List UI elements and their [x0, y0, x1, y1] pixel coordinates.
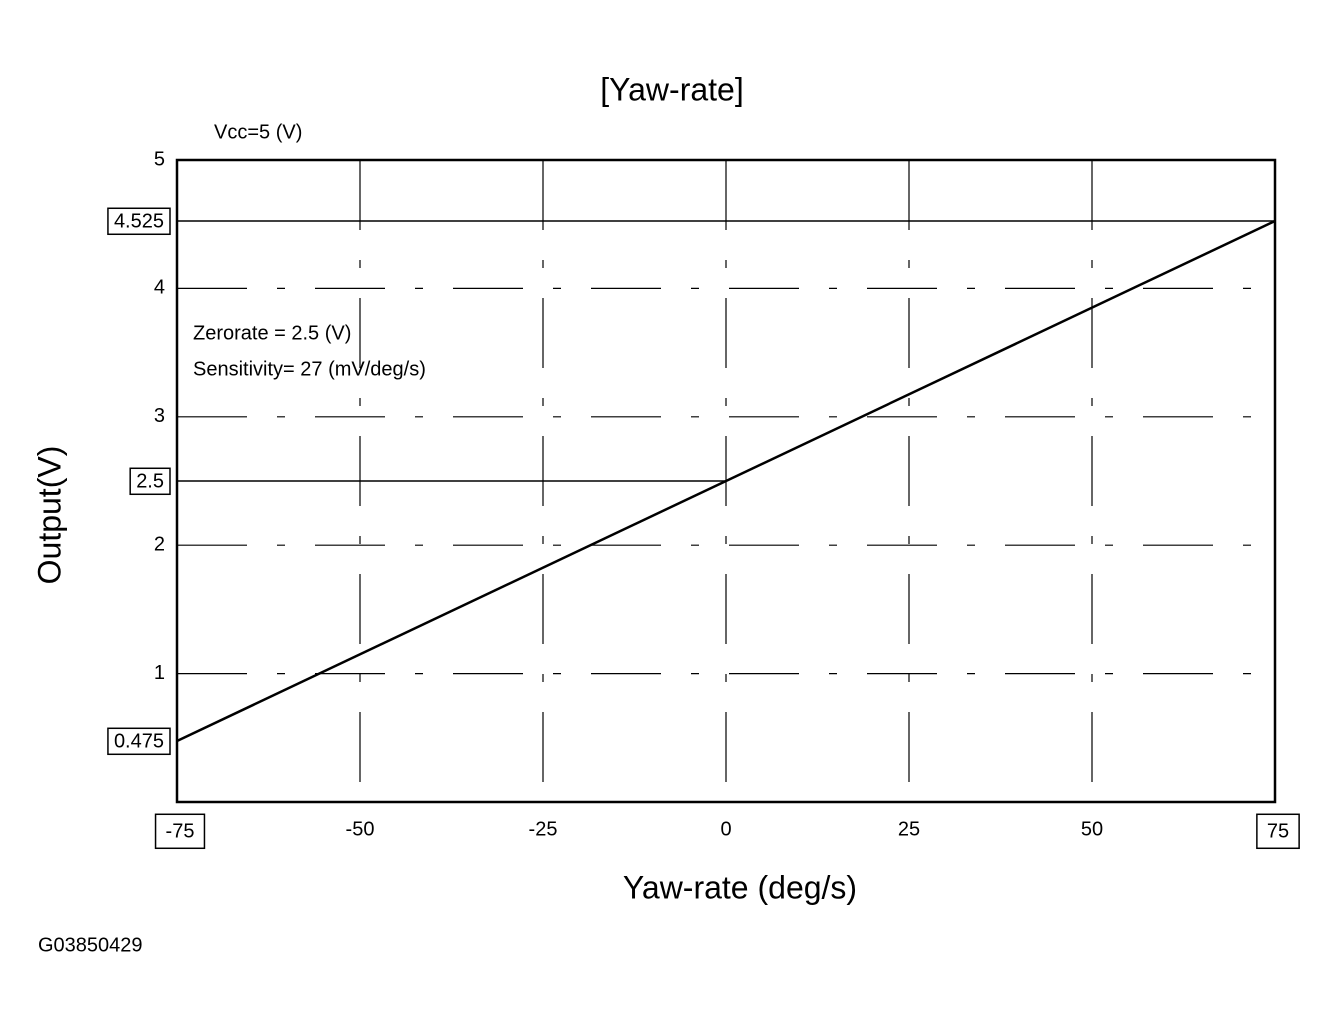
- x-tick-label: 25: [898, 818, 920, 840]
- annotation: Zerorate = 2.5 (V): [193, 322, 351, 344]
- subtitle: Vcc=5 (V): [214, 121, 302, 143]
- y-tick-label: 4: [154, 277, 165, 299]
- tick-box: [1256, 813, 1300, 850]
- annotation: Sensitivity= 27 (mV/deg/s): [193, 358, 426, 380]
- y-tick-label-boxed: 0.475: [114, 730, 164, 752]
- x-tick-label: -25: [529, 818, 558, 840]
- y-tick-label: 2: [154, 533, 165, 555]
- y-tick-label: 3: [154, 405, 165, 427]
- x-tick-label: 50: [1081, 818, 1103, 840]
- x-tick-label: -50: [346, 818, 375, 840]
- x-tick-label: 0: [720, 818, 731, 840]
- y-tick-label-boxed: 2.5: [136, 470, 164, 492]
- tick-box: [107, 727, 171, 756]
- y-tick-label: 1: [154, 662, 165, 684]
- x-tick-label-boxed: -75: [166, 820, 195, 842]
- plot-frame: [175, 158, 1277, 804]
- y-tick-label-boxed: 4.525: [114, 210, 164, 232]
- data-line: [176, 219, 1276, 743]
- tick-box: [154, 813, 206, 850]
- footer: G03850429: [38, 934, 143, 956]
- x-tick-label-boxed: 75: [1267, 820, 1289, 842]
- y-tick-label: 5: [154, 148, 165, 170]
- chart-title: [Yaw-rate]: [600, 71, 743, 107]
- tick-box: [129, 467, 171, 496]
- tick-box: [107, 207, 171, 236]
- y-axis-label: Output(V): [31, 446, 67, 585]
- x-axis-label: Yaw-rate (deg/s): [623, 869, 857, 905]
